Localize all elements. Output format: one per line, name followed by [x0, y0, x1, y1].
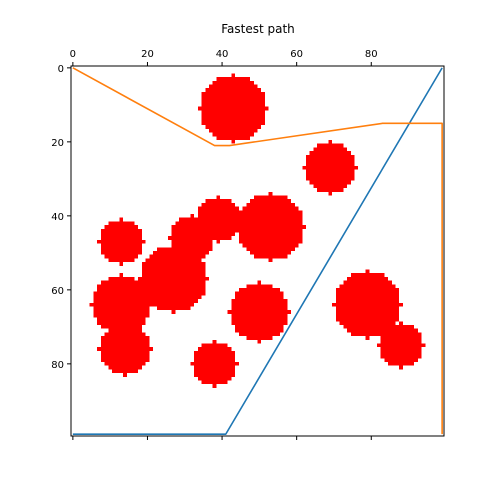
obstacle-1 [302, 140, 359, 196]
x-tick-label-4: 80 [365, 49, 378, 60]
obstacle-6 [138, 243, 210, 314]
obstacle-cells-8 [227, 280, 292, 344]
obstacle-cells-5 [97, 217, 146, 266]
obstacle-2 [235, 191, 306, 263]
obstacle-5 [97, 217, 146, 266]
chart-title: Fastest path [221, 22, 295, 36]
x-tick-label-1: 20 [141, 49, 154, 60]
obstacle-cells-0 [197, 73, 269, 144]
obstacle-10 [376, 321, 426, 370]
obstacle-cells-2 [235, 191, 306, 263]
plot-frame [70, 65, 445, 437]
axes-layer: 0 20 40 60 80 0 20 40 60 80 [51, 49, 445, 440]
obstacle-cells-9 [332, 269, 403, 340]
x-tick-label-0: 0 [70, 49, 76, 60]
y-tick-label-3: 60 [51, 286, 64, 297]
x-tick-label-2: 40 [216, 49, 229, 60]
obstacle-7 [89, 273, 154, 337]
obstacle-cells-10 [376, 321, 426, 370]
obstacle-layer [89, 73, 426, 388]
obstacle-cells-7 [89, 273, 154, 337]
obstacle-cells-11 [97, 321, 154, 377]
path-line-1 [72, 67, 443, 435]
obstacle-0 [197, 73, 269, 144]
y-tick-label-4: 80 [51, 360, 64, 371]
obstacle-cells-6 [138, 243, 210, 314]
obstacle-cells-12 [190, 339, 239, 388]
obstacle-12 [190, 339, 239, 388]
y-tick-label-0: 0 [58, 64, 64, 75]
x-tick-label-3: 60 [290, 49, 303, 60]
path-line-0 [72, 67, 443, 435]
obstacle-cells-1 [302, 140, 359, 196]
obstacle-9 [332, 269, 403, 340]
obstacle-8 [227, 280, 292, 344]
y-tick-label-1: 20 [51, 138, 64, 149]
obstacle-11 [97, 321, 154, 377]
y-tick-label-2: 40 [51, 212, 64, 223]
series-layer [72, 67, 443, 435]
